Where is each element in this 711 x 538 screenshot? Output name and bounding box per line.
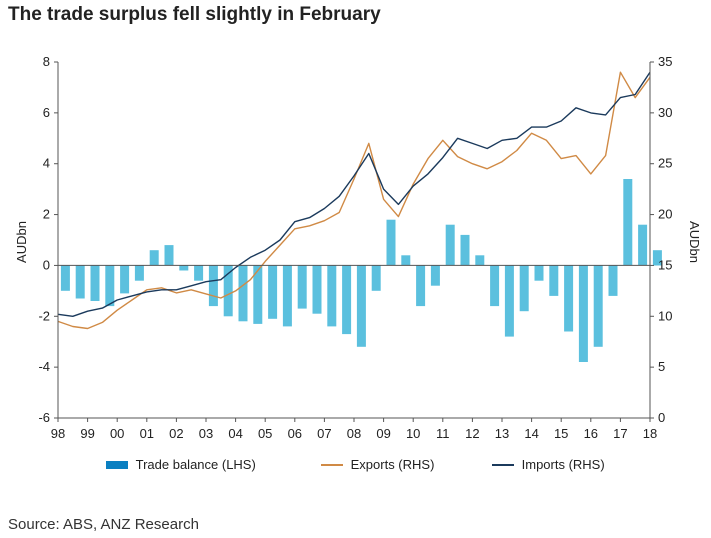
right-tick-label-3: 15 xyxy=(658,257,672,272)
legend-label-exports: Exports (RHS) xyxy=(350,457,435,473)
trade-balance-bar-4 xyxy=(120,265,130,294)
x-tick-label-14: 12 xyxy=(465,426,479,441)
trade-balance-bar-36 xyxy=(593,265,603,347)
trade-balance-bar-5 xyxy=(134,265,144,281)
left-tick-label-1: -4 xyxy=(38,359,50,374)
x-tick-label-8: 06 xyxy=(288,426,302,441)
trade-balance-bar-29 xyxy=(490,265,500,307)
left-tick-label-2: -2 xyxy=(38,308,50,323)
right-tick-label-0: 0 xyxy=(658,410,665,425)
left-tick-label-4: 2 xyxy=(43,207,50,222)
trade-balance-bar-18 xyxy=(327,265,337,327)
x-tick-label-3: 01 xyxy=(140,426,154,441)
right-tick-label-7: 35 xyxy=(658,54,672,69)
x-tick-label-15: 13 xyxy=(495,426,509,441)
x-tick-label-0: 98 xyxy=(51,426,65,441)
exports-line xyxy=(57,71,651,330)
left-tick-label-3: 0 xyxy=(43,257,50,272)
trade-balance-bar-38 xyxy=(623,179,633,266)
right-tick-label-2: 10 xyxy=(658,308,672,323)
trade-balance-bar-34 xyxy=(564,265,574,332)
trade-balance-bar-1 xyxy=(75,265,85,299)
trade-balance-bar-7 xyxy=(164,245,174,266)
trade-balance-bar-2 xyxy=(90,265,100,301)
trade-balance-bar-20 xyxy=(356,265,366,347)
x-tick-label-7: 05 xyxy=(258,426,272,441)
source-note: Source: ABS, ANZ Research xyxy=(8,516,199,533)
trade-balance-bar-8 xyxy=(179,265,189,271)
left-axis-title: AUDbn xyxy=(14,221,29,263)
left-tick-label-6: 6 xyxy=(43,105,50,120)
right-tick-label-4: 20 xyxy=(658,207,672,222)
trade-balance-bar-15 xyxy=(282,265,292,327)
trade-balance-bar-12 xyxy=(238,265,248,322)
trade-balance-bar-14 xyxy=(268,265,278,319)
x-tick-label-11: 09 xyxy=(376,426,390,441)
legend-swatch-imports xyxy=(492,463,514,466)
x-tick-label-6: 04 xyxy=(228,426,242,441)
right-tick-label-1: 5 xyxy=(658,359,665,374)
trade-balance-bar-33 xyxy=(549,265,559,296)
trade-balance-bar-27 xyxy=(460,234,470,266)
chart-title: The trade surplus fell slightly in Febru… xyxy=(8,4,381,25)
trade-balance-bar-19 xyxy=(342,265,352,335)
trade-balance-bar-17 xyxy=(312,265,322,314)
x-tick-label-17: 15 xyxy=(554,426,568,441)
trade-balance-bar-39 xyxy=(638,224,648,266)
trade-balance-bar-10 xyxy=(208,265,218,307)
trade-balance-bar-31 xyxy=(519,265,529,312)
x-tick-label-1: 99 xyxy=(80,426,94,441)
imports-line xyxy=(57,71,651,317)
x-tick-label-19: 17 xyxy=(613,426,627,441)
trade-balance-bar-24 xyxy=(416,265,426,307)
trade-balance-bar-37 xyxy=(608,265,618,296)
trade-balance-bar-26 xyxy=(445,224,455,266)
trade-balance-bar-16 xyxy=(297,265,307,309)
legend-item-trade-balance: Trade balance (LHS) xyxy=(106,456,256,476)
x-tick-label-13: 11 xyxy=(436,426,450,441)
x-tick-label-12: 10 xyxy=(406,426,420,441)
series-lines xyxy=(57,71,651,330)
left-tick-label-5: 4 xyxy=(43,156,50,171)
legend-label-imports: Imports (RHS) xyxy=(521,457,605,473)
x-tick-label-9: 07 xyxy=(317,426,331,441)
trade-balance-bar-3 xyxy=(105,265,115,307)
legend: Trade balance (LHS) Exports (RHS) Import… xyxy=(0,456,711,476)
right-axis-title: AUDbn xyxy=(687,221,702,263)
legend-swatch-trade-balance xyxy=(106,460,128,469)
left-tick-label-0: -6 xyxy=(38,410,50,425)
trade-balance-bar-6 xyxy=(149,250,159,266)
trade-balance-bar-22 xyxy=(386,219,396,266)
left-tick-label-7: 8 xyxy=(43,54,50,69)
x-tick-label-2: 00 xyxy=(110,426,124,441)
trade-balance-bar-23 xyxy=(401,255,411,266)
trade-balance-bar-30 xyxy=(504,265,514,337)
trade-balance-bar-28 xyxy=(475,255,485,266)
x-tick-label-5: 03 xyxy=(199,426,213,441)
legend-swatch-exports xyxy=(321,463,343,466)
x-tick-label-18: 16 xyxy=(584,426,598,441)
x-tick-label-16: 14 xyxy=(524,426,538,441)
right-tick-label-6: 30 xyxy=(658,105,672,120)
trade-balance-bar-21 xyxy=(371,265,381,291)
trade-balance-bar-32 xyxy=(534,265,544,281)
trade-balance-bar-35 xyxy=(578,265,588,362)
trade-balance-bar-9 xyxy=(194,265,204,281)
legend-item-exports: Exports (RHS) xyxy=(321,456,434,476)
trade-balance-bar-0 xyxy=(60,265,70,291)
trade-balance-bars xyxy=(60,179,662,362)
x-tick-label-4: 02 xyxy=(169,426,183,441)
legend-label-trade-balance: Trade balance (LHS) xyxy=(135,457,256,473)
trade-balance-bar-11 xyxy=(223,265,233,317)
x-tick-label-20: 18 xyxy=(643,426,657,441)
right-tick-label-5: 25 xyxy=(658,156,672,171)
trade-balance-bar-13 xyxy=(253,265,263,324)
trade-balance-bar-25 xyxy=(430,265,440,286)
x-tick-label-10: 08 xyxy=(347,426,361,441)
trade-balance-bar-40 xyxy=(652,250,662,266)
legend-item-imports: Imports (RHS) xyxy=(492,456,605,476)
